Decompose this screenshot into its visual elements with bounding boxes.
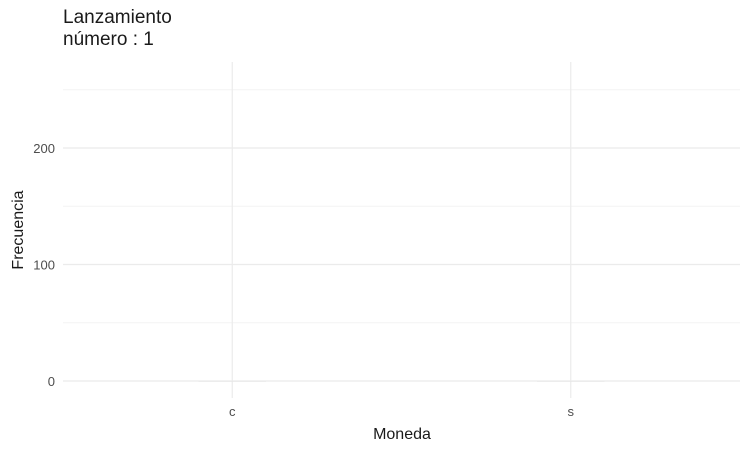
x-axis-title: Moneda (373, 426, 431, 443)
bars (198, 381, 605, 382)
x-tick-label: c (229, 404, 236, 419)
y-axis-title: Frecuencia (10, 190, 27, 269)
y-tick-labels: 0 100 200 (33, 141, 55, 389)
x-tick-label: s (568, 404, 575, 419)
bar-c (198, 381, 267, 382)
y-tick-label: 0 (48, 374, 55, 389)
grid-lines (63, 62, 740, 398)
y-tick-label: 100 (33, 258, 55, 273)
chart-title: Lanzamiento número : 1 (63, 7, 172, 50)
bar-s (536, 381, 605, 382)
y-tick-label: 200 (33, 141, 55, 156)
